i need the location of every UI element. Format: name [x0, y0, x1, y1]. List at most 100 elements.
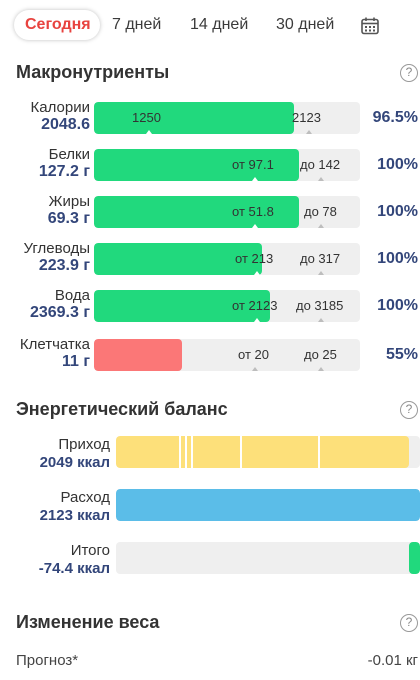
macro-name: Углеводы	[23, 240, 90, 257]
tab-7-days[interactable]: 7 дней	[112, 16, 162, 33]
macro-progress-bar: от 213 до 317	[94, 243, 360, 275]
energy-label: Итого -74.4 ккал	[39, 542, 110, 578]
macro-percent: 100%	[377, 297, 418, 314]
period-tabs: Сегодня 7 дней 14 дней 30 дней	[14, 10, 414, 42]
macro-label: Калории 2048.6	[31, 99, 90, 134]
macro-progress-fill	[94, 243, 262, 275]
macro-range-from: от 51.8	[232, 204, 274, 219]
macro-value: 2369.3 г	[29, 304, 90, 321]
macro-progress-fill	[94, 102, 294, 134]
range-to-tick	[318, 367, 324, 371]
macro-progress-fill	[94, 339, 182, 371]
weight-title: Изменение веса	[16, 612, 160, 632]
macro-progress-bar: от 51.8 до 78	[94, 196, 360, 228]
macro-progress-fill	[94, 149, 299, 181]
macro-range-from: от 2123	[232, 298, 278, 313]
range-to-tick	[318, 177, 324, 181]
tab-30-days[interactable]: 30 дней	[276, 16, 335, 33]
energy-value: 2123 ккал	[39, 507, 110, 524]
macro-label: Вода 2369.3 г	[30, 287, 90, 322]
range-from-tick	[252, 224, 258, 228]
macro-label: Жиры 69.3 г	[48, 193, 90, 228]
energy-row-intake: Приход 2049 ккал	[0, 436, 420, 480]
macro-range-from: от 20	[238, 347, 269, 362]
energy-bar	[116, 542, 420, 574]
energy-label: Приход 2049 ккал	[40, 436, 110, 472]
calendar-icon[interactable]	[360, 16, 380, 36]
macro-range-to: до 78	[304, 204, 337, 219]
range-to-tick	[318, 318, 324, 322]
macro-range-to: до 3185	[296, 298, 344, 313]
energy-name: Итого	[70, 542, 110, 559]
range-to-tick	[318, 271, 324, 275]
macro-range-to: до 25	[304, 347, 337, 362]
range-from-tick	[252, 367, 258, 371]
macro-name: Калории	[30, 99, 90, 116]
macro-range-from: 1250	[132, 110, 161, 125]
macro-progress-bar: от 97.1 до 142	[94, 149, 360, 181]
range-from-tick	[254, 271, 260, 275]
energy-title: Энергетический баланс	[16, 399, 228, 419]
macro-label: Углеводы 223.9 г	[24, 240, 90, 275]
energy-bar-fill	[116, 489, 420, 521]
energy-name: Расход	[60, 489, 110, 506]
energy-row-total: Итого -74.4 ккал	[0, 542, 420, 586]
macro-range-from: от 213	[235, 251, 274, 266]
meal-segment-divider	[318, 436, 320, 468]
macro-value: 223.9 г	[38, 257, 90, 274]
macros-title: Макронутриенты	[16, 62, 170, 82]
range-from-tick	[252, 177, 258, 181]
energy-name: Приход	[58, 436, 110, 453]
tab-14-days[interactable]: 14 дней	[190, 16, 249, 33]
energy-bar-fill	[409, 542, 420, 574]
meal-segment-divider	[191, 436, 193, 468]
macro-percent: 55%	[385, 346, 418, 363]
macro-percent: 96.5%	[372, 109, 418, 126]
range-from-tick	[146, 130, 152, 134]
meal-segment-divider	[240, 436, 242, 468]
macro-progress-fill	[94, 290, 270, 322]
macro-name: Вода	[54, 287, 90, 304]
help-circle-icon[interactable]: ?	[400, 614, 418, 632]
energy-bar	[116, 436, 420, 468]
range-to-tick	[306, 130, 312, 134]
energy-row-expense: Расход 2123 ккал	[0, 489, 420, 533]
macro-progress-fill	[94, 196, 299, 228]
macro-row-protein: Белки 127.2 г от 97.1 до 142 100%	[0, 146, 420, 186]
range-from-tick	[254, 318, 260, 322]
macro-row-fiber: Клетчатка 11 г от 20 до 25 55%	[0, 336, 420, 376]
macro-percent: 100%	[377, 203, 418, 220]
macro-row-fat: Жиры 69.3 г от 51.8 до 78 100%	[0, 193, 420, 233]
forecast-value: -0.01 кг	[367, 652, 418, 669]
macro-row-water: Вода 2369.3 г от 2123 до 3185 100%	[0, 287, 420, 327]
macro-name: Белки	[48, 146, 90, 163]
forecast-label: Прогноз*	[16, 652, 79, 669]
macro-row-calories: Калории 2048.6 1250 2123 96.5%	[0, 99, 420, 139]
range-to-tick	[318, 224, 324, 228]
energy-bar-fill	[116, 436, 410, 468]
help-circle-icon[interactable]: ?	[400, 64, 418, 82]
macro-row-carbs: Углеводы 223.9 г от 213 до 317 100%	[0, 240, 420, 280]
macro-value: 2048.6	[41, 116, 90, 133]
macro-percent: 100%	[377, 250, 418, 267]
macro-label: Белки 127.2 г	[39, 146, 90, 181]
meal-segment-divider	[179, 436, 181, 468]
macro-progress-bar: 1250 2123	[94, 102, 360, 134]
macro-range-from: от 97.1	[232, 157, 274, 172]
macro-value: 69.3 г	[47, 210, 90, 227]
macro-value: 11 г	[61, 353, 90, 370]
meal-segment-divider	[185, 436, 187, 468]
energy-value: 2049 ккал	[39, 454, 110, 471]
tab-today[interactable]: Сегодня	[14, 10, 100, 40]
macro-value: 127.2 г	[38, 163, 90, 180]
energy-value: -74.4 ккал	[38, 560, 110, 577]
macro-range-to: до 317	[300, 251, 341, 266]
help-circle-icon[interactable]: ?	[400, 401, 418, 419]
macro-label: Клетчатка 11 г	[20, 336, 90, 371]
macro-name: Жиры	[48, 193, 90, 210]
macro-name: Клетчатка	[19, 336, 90, 353]
macro-range-to: 2123	[292, 110, 321, 125]
macro-percent: 100%	[377, 156, 418, 173]
macro-range-to: до 142	[300, 157, 341, 172]
energy-bar	[116, 489, 420, 521]
